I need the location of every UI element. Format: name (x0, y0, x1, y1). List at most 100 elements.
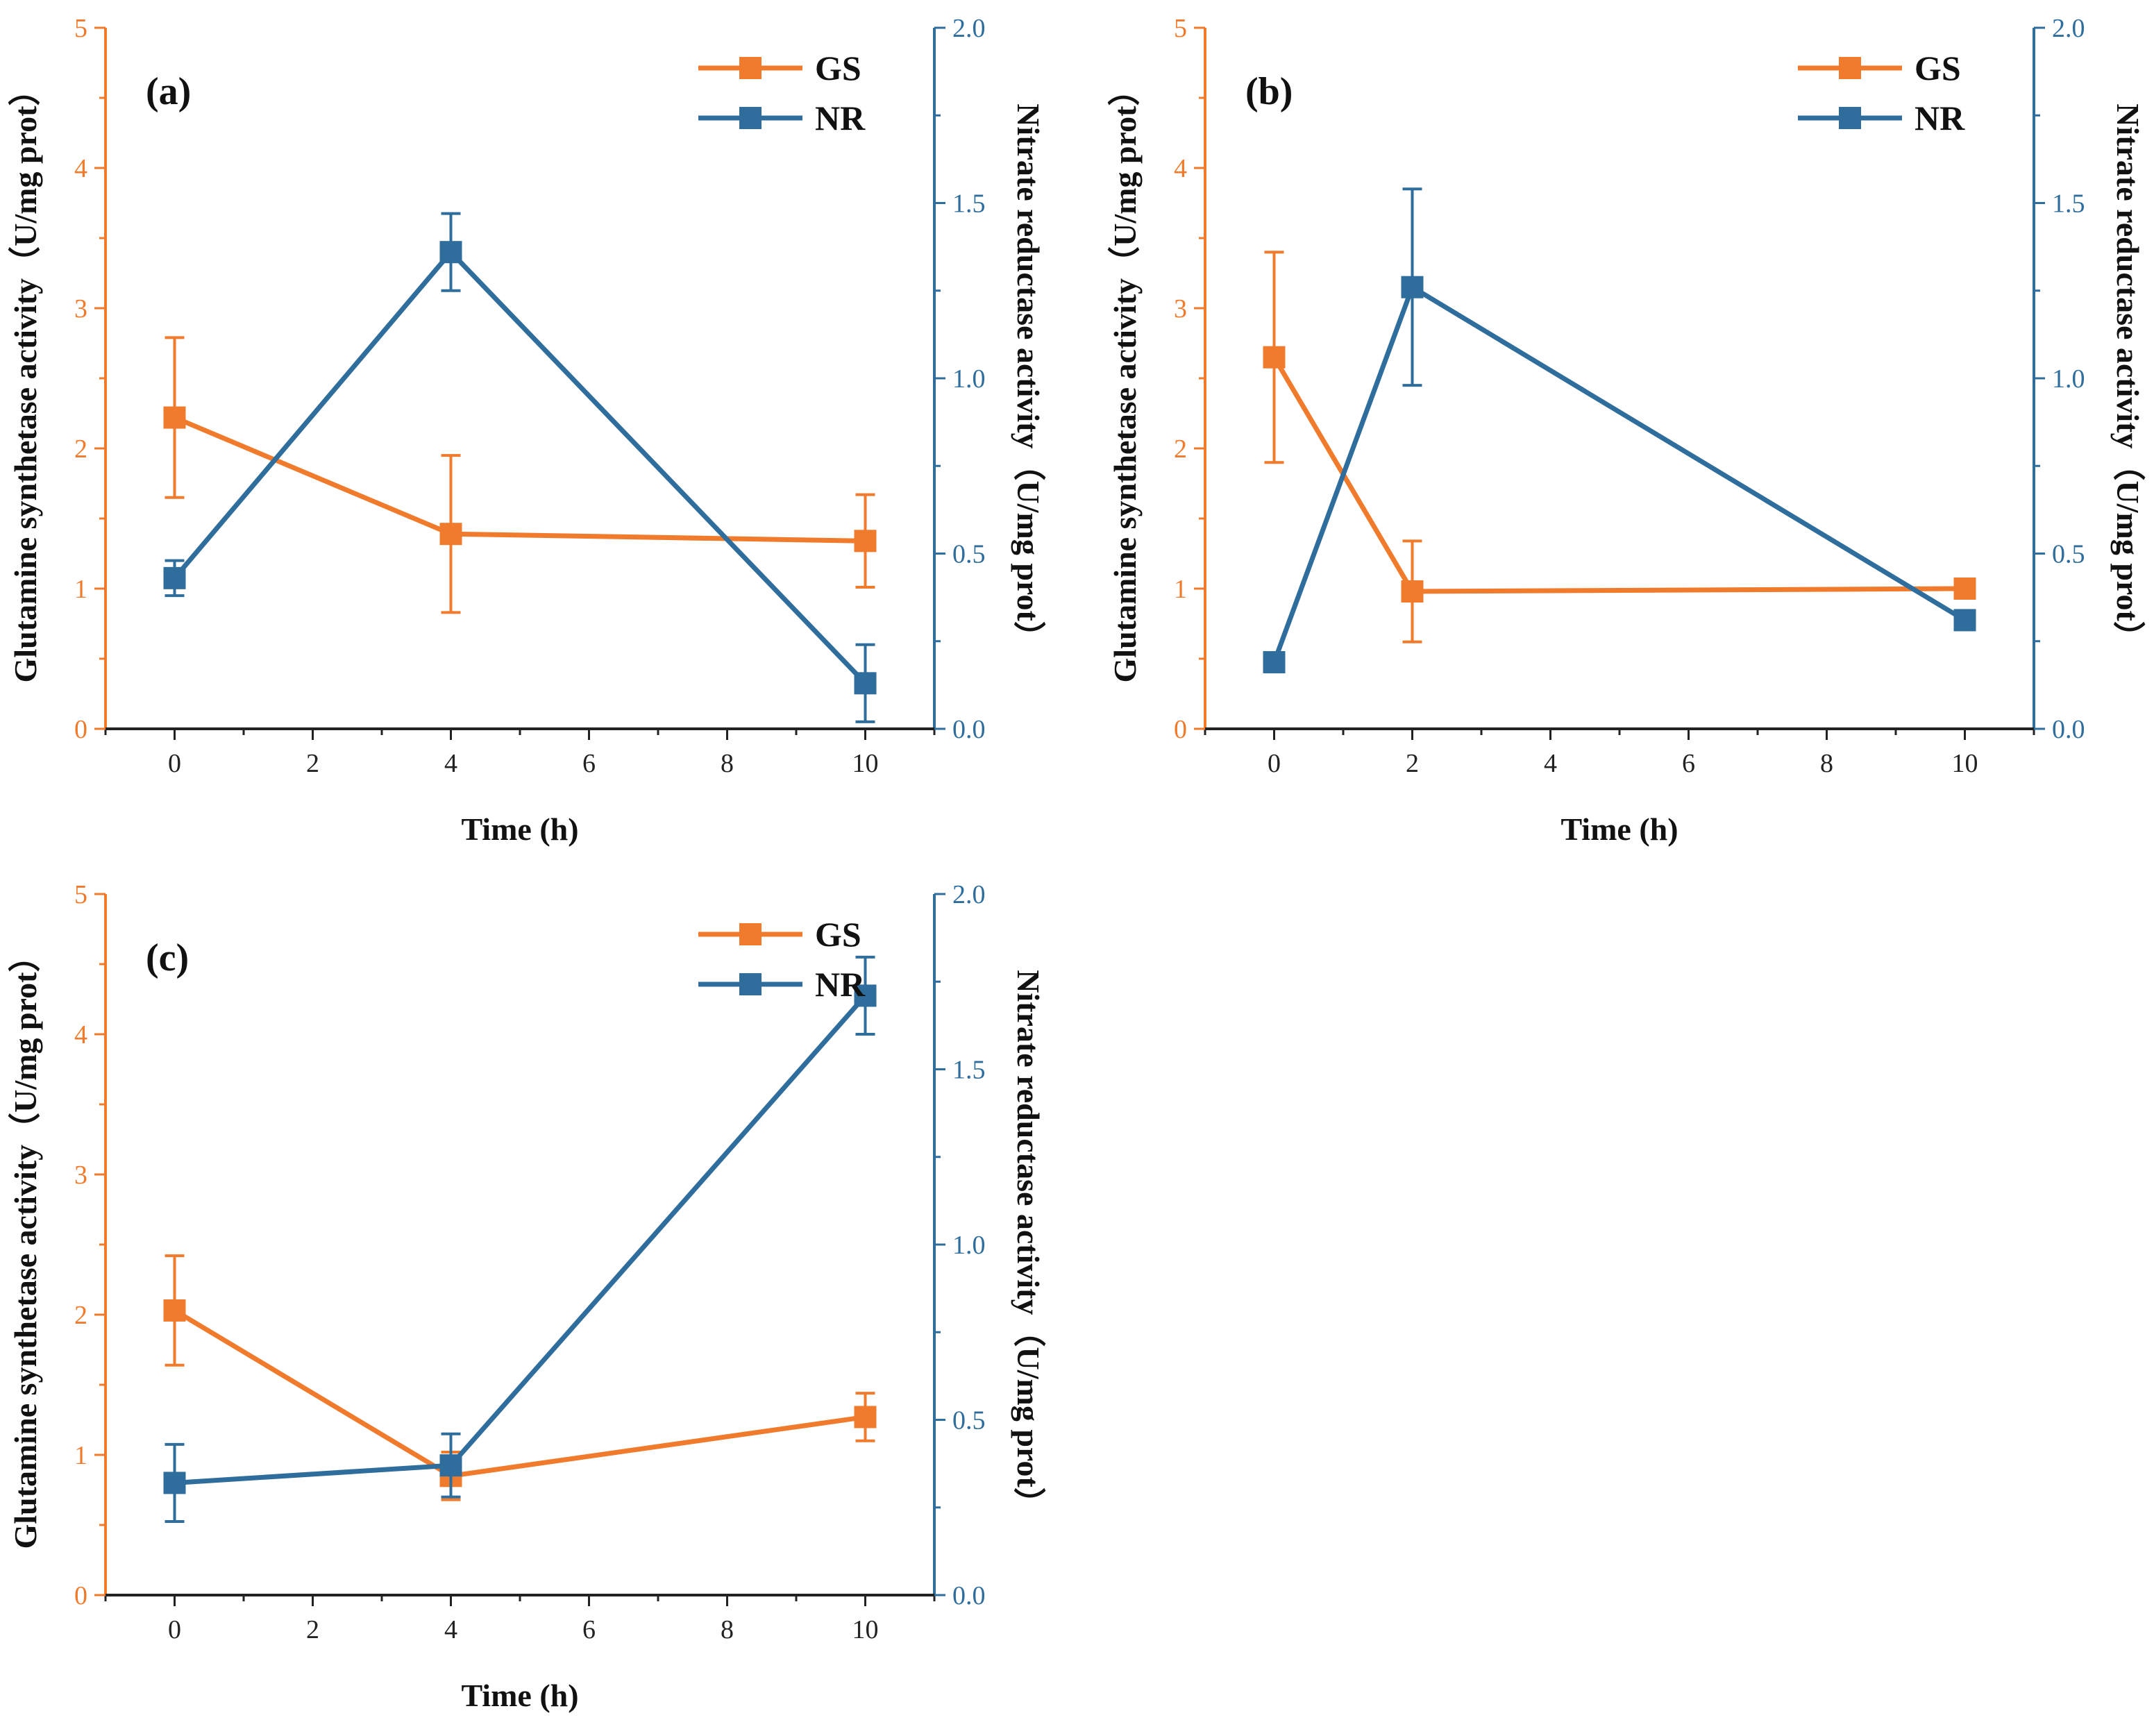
legend-entry-nr: NR (1798, 99, 1965, 137)
x-axis-title: Time (h) (461, 1678, 578, 1713)
x-tick-label: 10 (1952, 749, 1978, 778)
data-point-gs (854, 1406, 877, 1429)
data-point-gs (163, 406, 186, 429)
data-point-gs (1953, 578, 1976, 600)
left-y-tick-label: 0 (1174, 715, 1187, 744)
x-tick-label: 6 (1682, 749, 1695, 778)
x-tick-label: 8 (721, 1615, 734, 1644)
x-tick-label: 6 (582, 1615, 596, 1644)
panel-label: (a) (146, 70, 191, 113)
legend-entry-nr: NR (698, 965, 866, 1004)
right-y-tick-label: 1.5 (952, 1056, 986, 1085)
x-tick-label: 0 (168, 1615, 181, 1644)
chart-panel-2: 0 2 4 6 8 10 0 1 2 3 4 5 0.0 0.5 1.0 1.5 2.0 Time (h) Glut… (1107, 14, 2146, 847)
data-point-nr (854, 672, 877, 695)
legend-marker (739, 57, 762, 79)
legend-entry-gs: GS (1798, 49, 1961, 87)
legend-label: NR (815, 965, 866, 1004)
x-tick-label: 4 (1544, 749, 1557, 778)
right-y-axis-title: Nitrate reductase activity（U/mg prot） (1011, 970, 1046, 1519)
x-tick-label: 4 (444, 1615, 457, 1644)
x-tick-label: 10 (852, 1615, 879, 1644)
right-y-axis-title: Nitrate reductase activity（U/mg prot） (1011, 103, 1046, 653)
right-y-tick-label: 0.0 (2052, 715, 2085, 744)
series-gs (1263, 251, 1976, 643)
data-point-nr (163, 1472, 186, 1494)
left-y-tick-label: 4 (1174, 154, 1187, 183)
legend-label: GS (815, 915, 861, 954)
left-y-tick-label: 1 (1174, 575, 1187, 604)
panel-label: (c) (146, 936, 189, 979)
right-y-tick-label: 0.0 (952, 715, 986, 744)
legend-marker (739, 923, 762, 945)
x-axis-title: Time (h) (1560, 811, 1678, 847)
left-y-tick-label: 2 (74, 1301, 87, 1330)
data-point-nr (439, 1454, 462, 1477)
data-point-nr (163, 566, 186, 589)
legend-marker (1839, 57, 1861, 79)
x-tick-label: 8 (721, 749, 734, 778)
right-y-tick-label: 1.0 (2052, 364, 2085, 394)
left-y-tick-label: 5 (74, 14, 87, 43)
data-point-nr (854, 984, 877, 1007)
data-point-nr (1953, 609, 1976, 632)
x-axis-title: Time (h) (461, 811, 578, 847)
series-nr (163, 212, 877, 723)
legend-marker (739, 973, 762, 995)
data-point-gs (1401, 580, 1424, 603)
series-gs (163, 336, 877, 614)
legend-entry-nr: NR (698, 99, 866, 137)
x-tick-label: 2 (1406, 749, 1419, 778)
right-y-tick-label: 1.0 (952, 1231, 986, 1260)
data-point-nr (1263, 651, 1286, 674)
x-tick-label: 2 (306, 749, 319, 778)
right-y-tick-label: 1.5 (952, 189, 986, 219)
legend-label: NR (1915, 99, 1965, 137)
left-y-tick-label: 1 (74, 1441, 87, 1470)
x-tick-label: 0 (168, 749, 181, 778)
chart-panel-1: 0 2 4 6 8 10 0 1 2 3 4 5 0.0 0.5 1.0 1.5 2.0 Time (h) Glut… (8, 14, 1046, 847)
right-y-tick-label: 1.5 (2052, 189, 2085, 219)
x-tick-label: 6 (582, 749, 596, 778)
data-point-gs (439, 523, 462, 546)
right-y-tick-label: 1.0 (952, 364, 986, 394)
legend-label: GS (1915, 49, 1961, 87)
right-y-tick-label: 0.0 (952, 1581, 986, 1610)
left-y-tick-label: 3 (74, 294, 87, 323)
series-line-gs (174, 415, 866, 543)
chart-panel-3: 0 2 4 6 8 10 0 1 2 3 4 5 0.0 0.5 1.0 1.5 2.0 Time (h) Glut… (8, 880, 1046, 1713)
left-y-axis-title: Glutamine synthetase activity（U/mg prot） (8, 941, 43, 1549)
series-line-gs (173, 1308, 866, 1478)
x-tick-label: 2 (306, 1615, 319, 1644)
right-y-tick-label: 0.5 (952, 1406, 986, 1435)
legend-marker (739, 107, 762, 129)
left-y-tick-label: 1 (74, 575, 87, 604)
series-nr (1263, 187, 1976, 674)
left-y-tick-label: 2 (1174, 435, 1187, 464)
left-y-axis-title: Glutamine synthetase activity（U/mg prot） (1107, 74, 1143, 683)
left-y-tick-label: 5 (1174, 14, 1187, 43)
right-y-tick-label: 0.5 (2052, 540, 2085, 569)
left-y-tick-label: 4 (74, 154, 87, 183)
right-y-tick-label: 0.5 (952, 540, 986, 569)
right-y-axis-title: Nitrate reductase activity（U/mg prot） (2110, 103, 2146, 653)
left-y-tick-label: 3 (1174, 294, 1187, 323)
right-y-tick-label: 2.0 (952, 880, 986, 909)
data-point-nr (1401, 276, 1424, 298)
series-gs (163, 1254, 877, 1501)
data-point-gs (854, 530, 877, 553)
left-y-tick-label: 5 (74, 880, 87, 909)
x-tick-label: 8 (1820, 749, 1833, 778)
x-tick-label: 10 (852, 749, 879, 778)
series-line-nr (172, 249, 868, 685)
data-point-gs (163, 1299, 186, 1322)
left-y-tick-label: 4 (74, 1020, 87, 1050)
x-tick-label: 4 (444, 749, 457, 778)
series-line-nr (174, 994, 868, 1485)
x-tick-label: 0 (1268, 749, 1281, 778)
right-y-tick-label: 2.0 (2052, 14, 2085, 43)
panel-label: (b) (1245, 70, 1293, 113)
data-point-gs (1263, 346, 1286, 369)
legend-entry-gs: GS (698, 49, 861, 87)
